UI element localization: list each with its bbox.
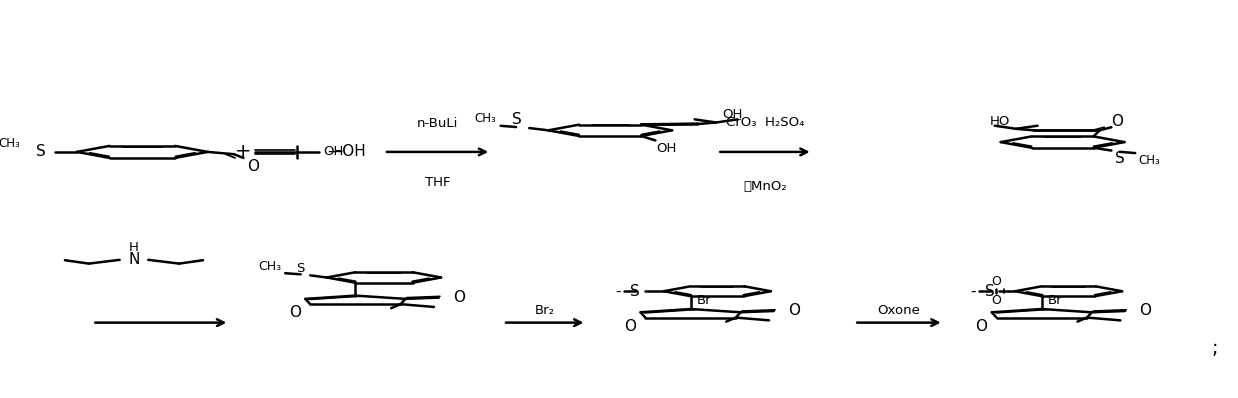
Text: -: - [615,284,621,299]
Text: —OH: —OH [327,144,365,159]
Text: CH₃: CH₃ [259,259,281,273]
Text: S: S [296,261,305,275]
Text: n-BuLi: n-BuLi [417,117,458,130]
Text: OH: OH [722,108,743,121]
Text: S: S [985,284,994,299]
Text: THF: THF [425,176,451,189]
Text: O: O [288,305,301,320]
Text: O: O [990,295,1000,307]
Text: O: O [976,318,987,334]
Text: S: S [630,284,640,299]
Text: ;: ; [1212,339,1218,358]
Text: Oxone: Oxone [877,304,920,317]
Text: S: S [1115,151,1125,166]
Text: O: O [990,275,1000,288]
Text: Br: Br [1047,294,1062,307]
Text: 或MnO₂: 或MnO₂ [743,180,787,193]
Text: CrO₃  H₂SO₄: CrO₃ H₂SO₄ [725,116,805,129]
Text: -: - [971,284,976,299]
Text: N: N [129,252,140,267]
Text: Br₂: Br₂ [535,304,555,317]
Text: O: O [1139,303,1151,318]
Text: CH₃: CH₃ [0,137,20,150]
Text: S: S [513,112,522,127]
Text: HO: HO [990,115,1010,128]
Text: O: O [453,290,465,305]
Text: O: O [248,158,259,174]
Text: OH: OH [656,142,677,155]
Text: CH₃: CH₃ [474,112,496,125]
Text: Br: Br [697,294,711,307]
Text: O: O [789,303,800,318]
Text: O: O [624,318,636,334]
Text: S: S [36,144,46,160]
Text: OH: OH [323,145,344,158]
Text: CH₃: CH₃ [1139,154,1160,167]
Text: +: + [235,142,251,162]
Text: H: H [129,241,139,254]
Text: O: O [1112,114,1123,129]
